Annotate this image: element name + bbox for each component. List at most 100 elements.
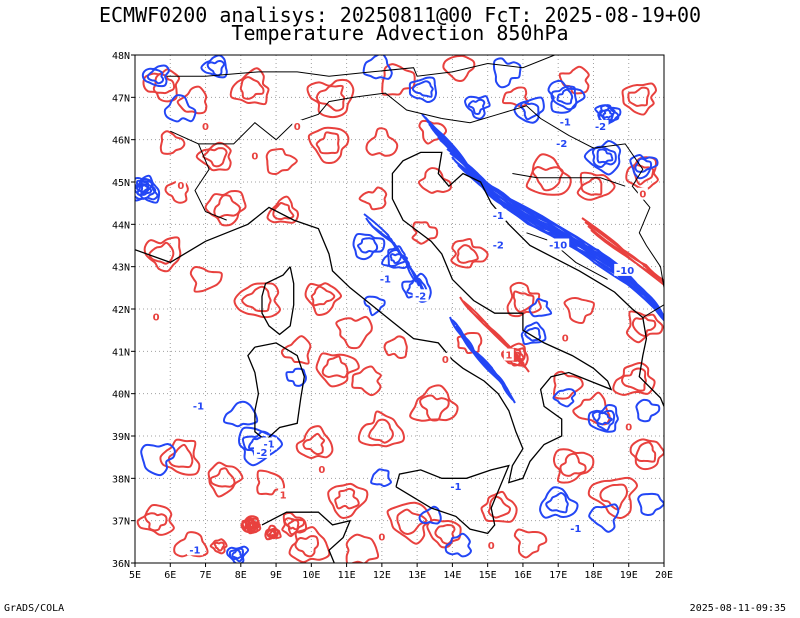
contour-line [228,547,245,563]
lon-tick-label: 9E [270,570,282,581]
contour-line [528,297,553,318]
contour-line [306,78,355,119]
lat-tick-label: 40N [112,390,130,401]
lat-tick-label: 43N [112,263,130,274]
contour-label-bg [190,399,207,412]
contour-line [587,476,638,520]
contour-line [222,400,259,428]
contour-line [357,410,405,448]
contour-line [599,107,616,123]
contour-value-label: 1 [505,351,512,362]
contour-value-label: -1 [450,482,461,493]
contour-value-label: 0 [153,312,160,323]
contour-line [580,176,603,196]
contour-line [272,201,295,221]
lat-tick-label: 39N [112,432,130,443]
axis-ticks: 5E 6E 7E 8E 9E 10E 11E 12E 13E 14E 15E 16E 17E 18E 19E… [112,51,673,581]
contour-value-label: 0 [318,465,325,476]
coastline [512,173,626,187]
contour-line [135,177,153,196]
contour-line [631,316,657,337]
contour-line [520,321,547,346]
lon-tick-label: 13E [408,570,426,581]
contour-line [202,147,228,168]
contour-value-label: -1 [189,545,200,556]
contour-line [356,237,379,254]
contour-line [576,171,616,201]
contour-line [163,94,197,123]
contour-line [365,127,399,157]
contour-value-label: 0 [294,122,301,133]
contour-line [142,68,181,103]
lat-tick-label: 38N [112,474,130,485]
contour-line [411,221,439,245]
contour-label-bg [151,310,162,323]
contour-line [204,190,247,227]
contour-line [315,84,346,112]
contour-label-bg [567,522,584,535]
contour-label-bg [440,352,451,365]
coastline [198,92,442,145]
contour-line [456,244,479,264]
contour-line [545,491,569,514]
contour-line [513,528,548,559]
contour-line [213,541,225,552]
chart-title: ECMWF0200 analisys: 20250811@00 FcT: 202… [98,3,702,27]
contour-line [492,57,522,89]
contour-line [411,80,434,98]
contour-line [213,194,241,219]
contour-label-bg [316,462,327,475]
contour-line [587,403,619,433]
contour-label-bg [292,119,303,132]
contour-line [239,76,265,100]
coastline [166,55,555,77]
contour-line [621,82,657,116]
contour-label-bg [253,445,270,458]
contour-line [512,290,535,313]
contour-line [231,549,243,560]
contour-line [307,126,350,165]
contour-line [552,448,595,484]
contour-line [226,545,250,563]
contour-value-label: -1 [560,118,571,129]
contour-label-bg [186,543,203,556]
footer-credit: GrADS/COLA [4,603,65,614]
contour-label-bg [637,187,648,200]
lon-tick-label: 6E [164,570,176,581]
contour-line [265,147,298,176]
contour-value-label: 0 [625,423,632,434]
contour-line [241,285,272,313]
contour-line [583,140,622,176]
lon-tick-label: 17E [549,570,567,581]
contour-line [248,522,255,529]
contour-line [233,282,281,319]
contour-line [599,483,628,511]
contour-line [588,503,620,533]
contour-line [209,467,236,488]
lon-tick-label: 5E [129,570,141,581]
contour-line [449,152,634,281]
contour-line [417,167,452,194]
contour-line [556,88,574,105]
contour-value-label: -2 [595,122,606,133]
contour-label-bg [376,530,387,543]
contour-line [295,425,334,459]
lon-tick-label: 12E [373,570,391,581]
contour-value-label: -1 [263,439,274,450]
contour-line [396,508,428,535]
lon-tick-label: 18E [584,570,602,581]
contour-line [288,526,331,563]
contour-value-label: -10 [616,266,634,277]
contour-line [209,538,228,555]
contour-line [310,285,336,307]
contour-label-bg [553,136,570,149]
contour-line [525,153,572,196]
positive-advection-contours [136,55,664,563]
contour-line [418,119,448,145]
contour-line [140,443,176,477]
lat-tick-label: 42N [112,305,130,316]
contour-line [173,531,209,558]
contour-line [519,101,540,121]
contour-line [552,370,584,400]
